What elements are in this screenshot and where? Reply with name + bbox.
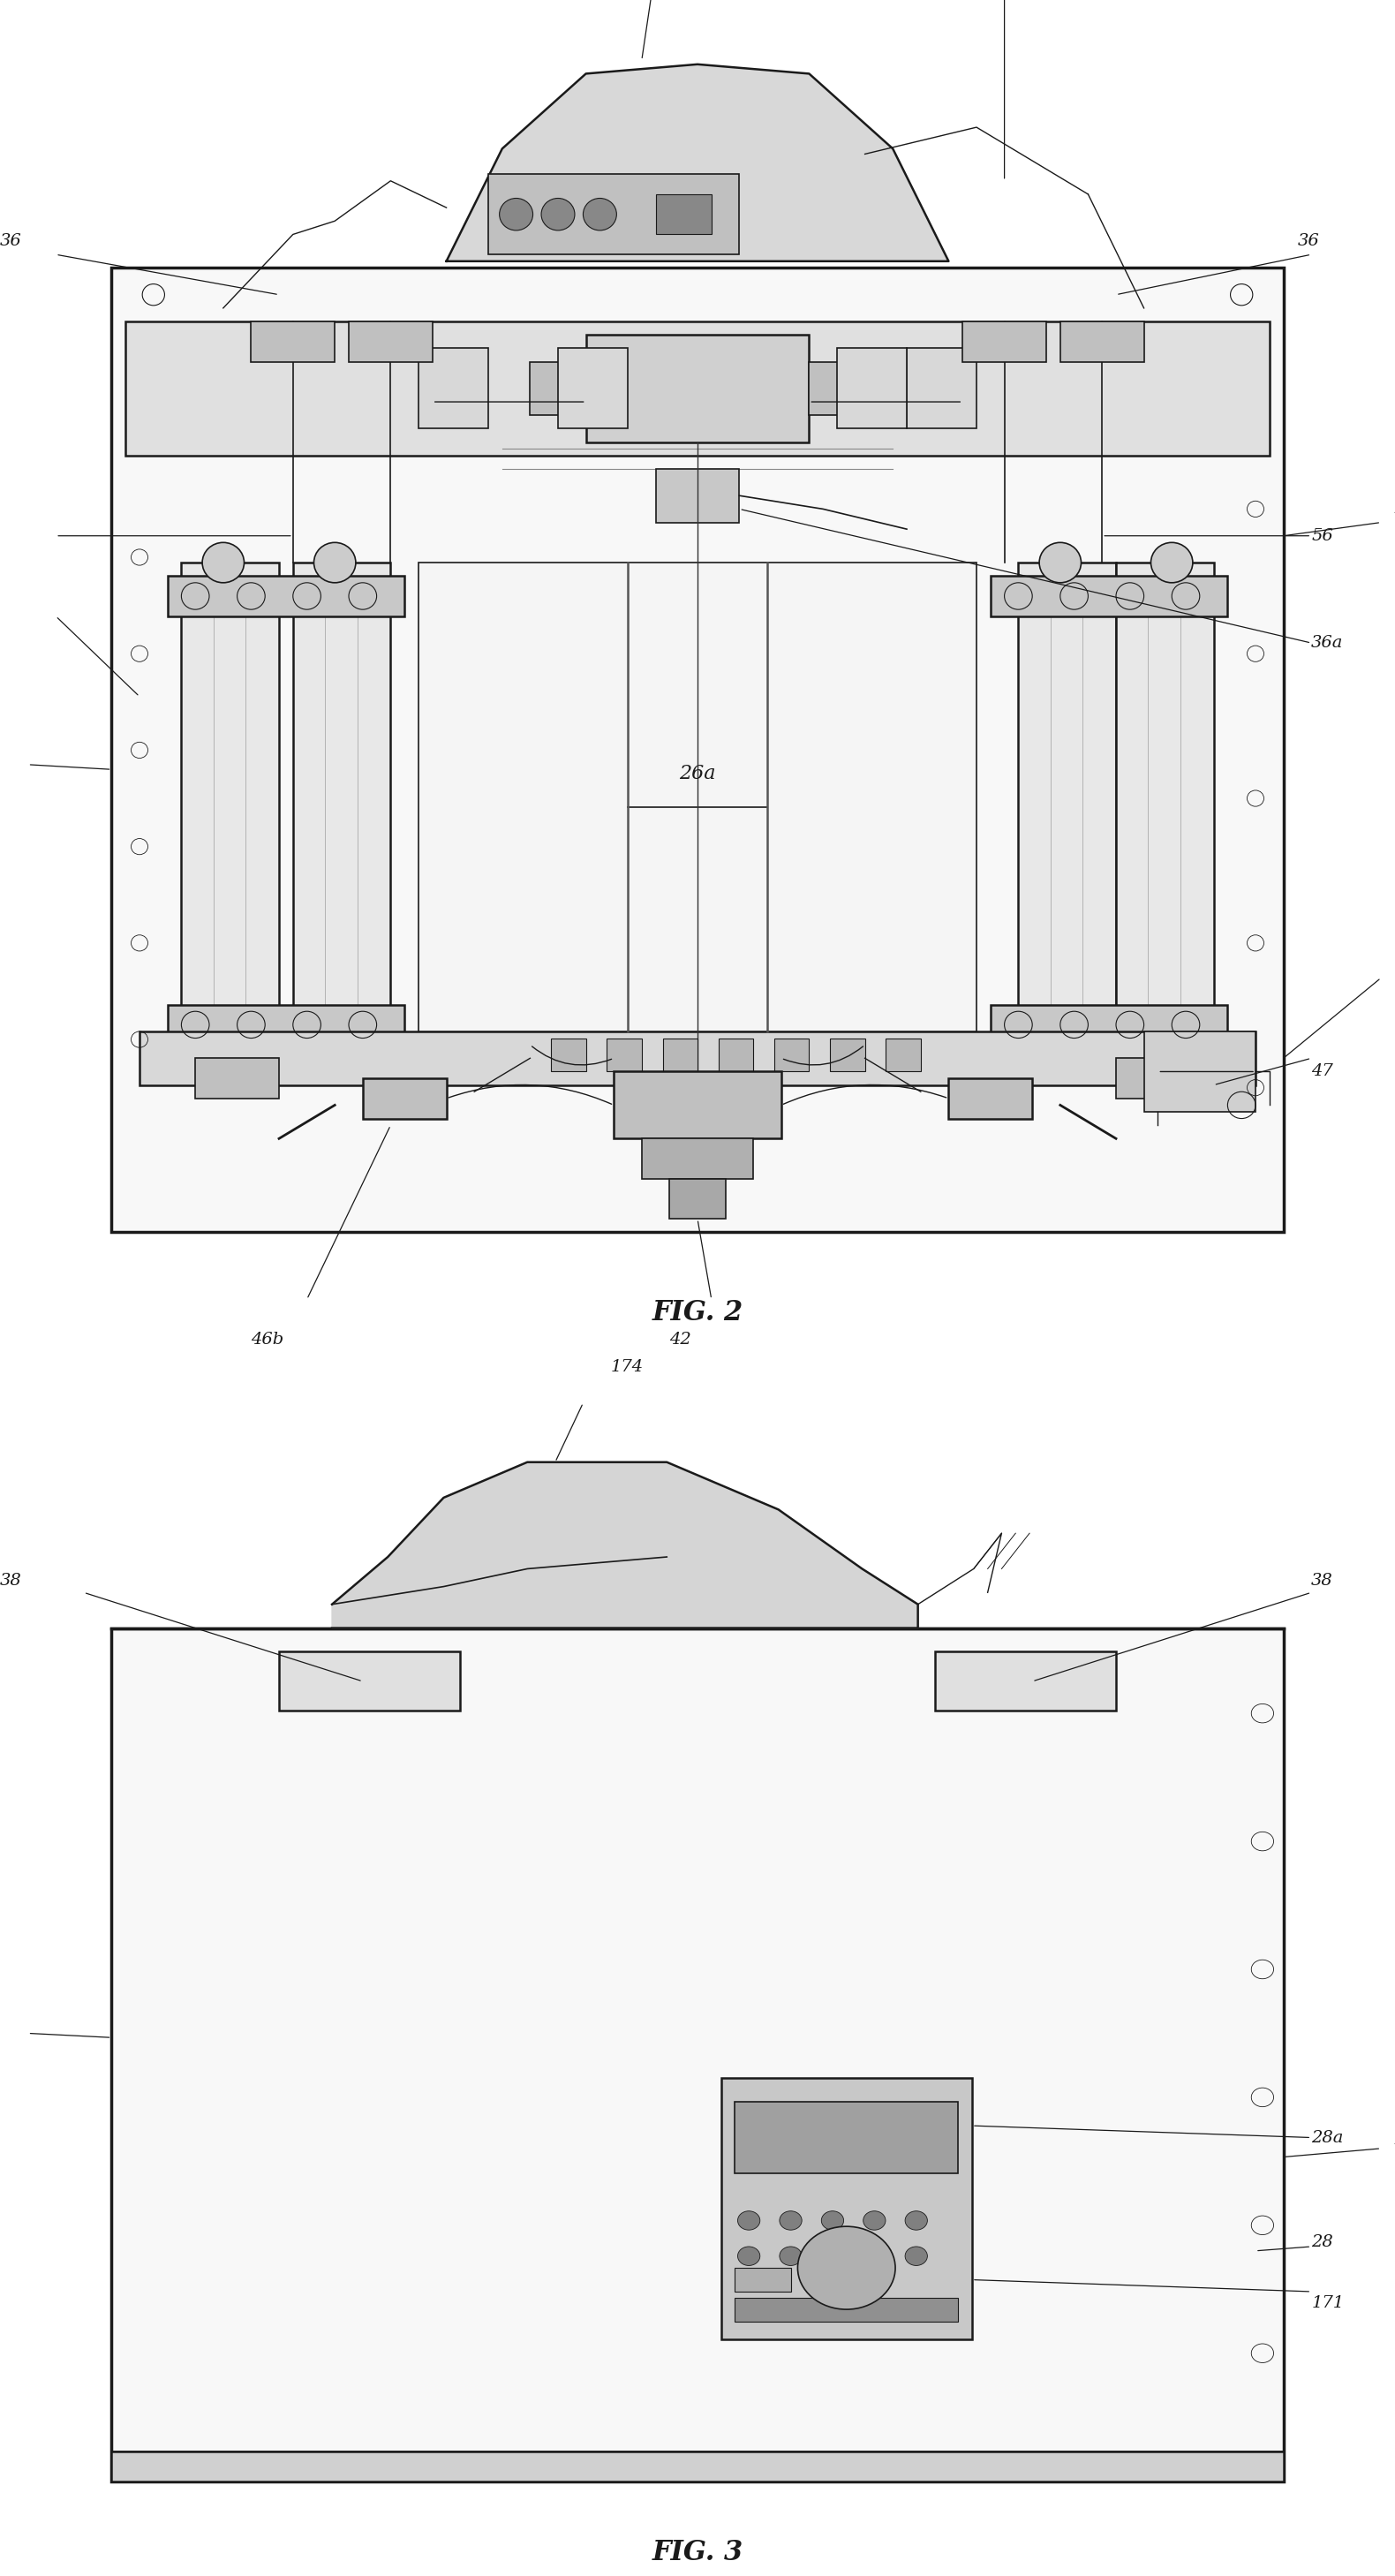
Circle shape <box>780 2246 802 2264</box>
Polygon shape <box>446 64 949 260</box>
Bar <box>990 577 1228 616</box>
Bar <box>735 2298 958 2321</box>
Bar <box>735 2102 958 2174</box>
Circle shape <box>905 2210 928 2231</box>
Bar <box>774 1038 809 1072</box>
Text: 38: 38 <box>1311 1574 1334 1589</box>
Circle shape <box>202 544 244 582</box>
Bar <box>614 1072 781 1139</box>
Bar <box>558 348 628 428</box>
Bar <box>551 1038 586 1072</box>
Text: FIG. 3: FIG. 3 <box>651 2537 744 2566</box>
Bar <box>363 1079 446 1118</box>
Text: 46b: 46b <box>251 1332 285 1347</box>
Circle shape <box>1151 544 1193 582</box>
Circle shape <box>499 198 533 229</box>
Bar <box>656 469 739 523</box>
Text: 36: 36 <box>0 234 22 250</box>
Circle shape <box>905 2246 928 2264</box>
Bar <box>112 268 1283 1231</box>
Circle shape <box>822 2210 844 2231</box>
Bar <box>735 2267 791 2293</box>
Bar <box>837 348 907 428</box>
Text: 174: 174 <box>611 1360 643 1376</box>
Text: 28: 28 <box>1311 2233 1334 2251</box>
Circle shape <box>798 2226 896 2308</box>
Bar <box>963 322 1046 361</box>
Bar <box>1116 1059 1200 1097</box>
Text: 26a: 26a <box>679 765 716 783</box>
Bar <box>718 1038 753 1072</box>
Bar <box>656 193 711 234</box>
Bar <box>1060 322 1144 361</box>
Bar <box>830 1038 865 1072</box>
Circle shape <box>1039 544 1081 582</box>
Text: 36a: 36a <box>1311 636 1343 652</box>
Bar <box>195 1059 279 1097</box>
Circle shape <box>822 2246 844 2264</box>
Text: 171: 171 <box>1311 2295 1343 2311</box>
Text: 47: 47 <box>1311 1064 1334 1079</box>
Bar <box>809 361 865 415</box>
Bar <box>140 1030 1256 1084</box>
Bar <box>670 1180 725 1218</box>
Bar <box>488 175 739 255</box>
Circle shape <box>314 544 356 582</box>
Bar <box>167 577 405 616</box>
Circle shape <box>780 2210 802 2231</box>
Bar <box>642 1139 753 1180</box>
Bar <box>112 2452 1283 2481</box>
Text: 42: 42 <box>670 1332 692 1347</box>
Bar <box>949 1079 1032 1118</box>
Bar <box>1116 562 1214 1072</box>
Bar <box>721 2079 972 2339</box>
Bar <box>990 1005 1228 1046</box>
Circle shape <box>738 2246 760 2264</box>
Circle shape <box>864 2210 886 2231</box>
Circle shape <box>738 2210 760 2231</box>
Text: 56: 56 <box>1311 528 1334 544</box>
Bar <box>886 1038 921 1072</box>
Bar <box>418 348 488 428</box>
Bar <box>112 1628 1283 2481</box>
Bar <box>935 1651 1116 1710</box>
Bar <box>418 562 976 1030</box>
Bar <box>181 562 279 1072</box>
Circle shape <box>583 198 617 229</box>
Polygon shape <box>332 1463 918 1628</box>
Text: 28a: 28a <box>1311 2130 1343 2146</box>
Bar <box>663 1038 698 1072</box>
Bar <box>167 1005 405 1046</box>
Bar <box>1144 1030 1256 1113</box>
Bar <box>349 322 432 361</box>
Bar <box>279 1651 460 1710</box>
Bar <box>607 1038 642 1072</box>
Circle shape <box>541 198 575 229</box>
Bar <box>530 361 586 415</box>
Bar <box>126 322 1269 456</box>
Text: 36: 36 <box>1297 234 1320 250</box>
Circle shape <box>864 2246 886 2264</box>
Bar <box>586 335 809 443</box>
Bar <box>907 348 976 428</box>
Bar <box>251 322 335 361</box>
Bar <box>293 562 391 1072</box>
Text: FIG. 2: FIG. 2 <box>651 1298 744 1327</box>
Text: 38: 38 <box>0 1574 22 1589</box>
Bar <box>1018 562 1116 1072</box>
